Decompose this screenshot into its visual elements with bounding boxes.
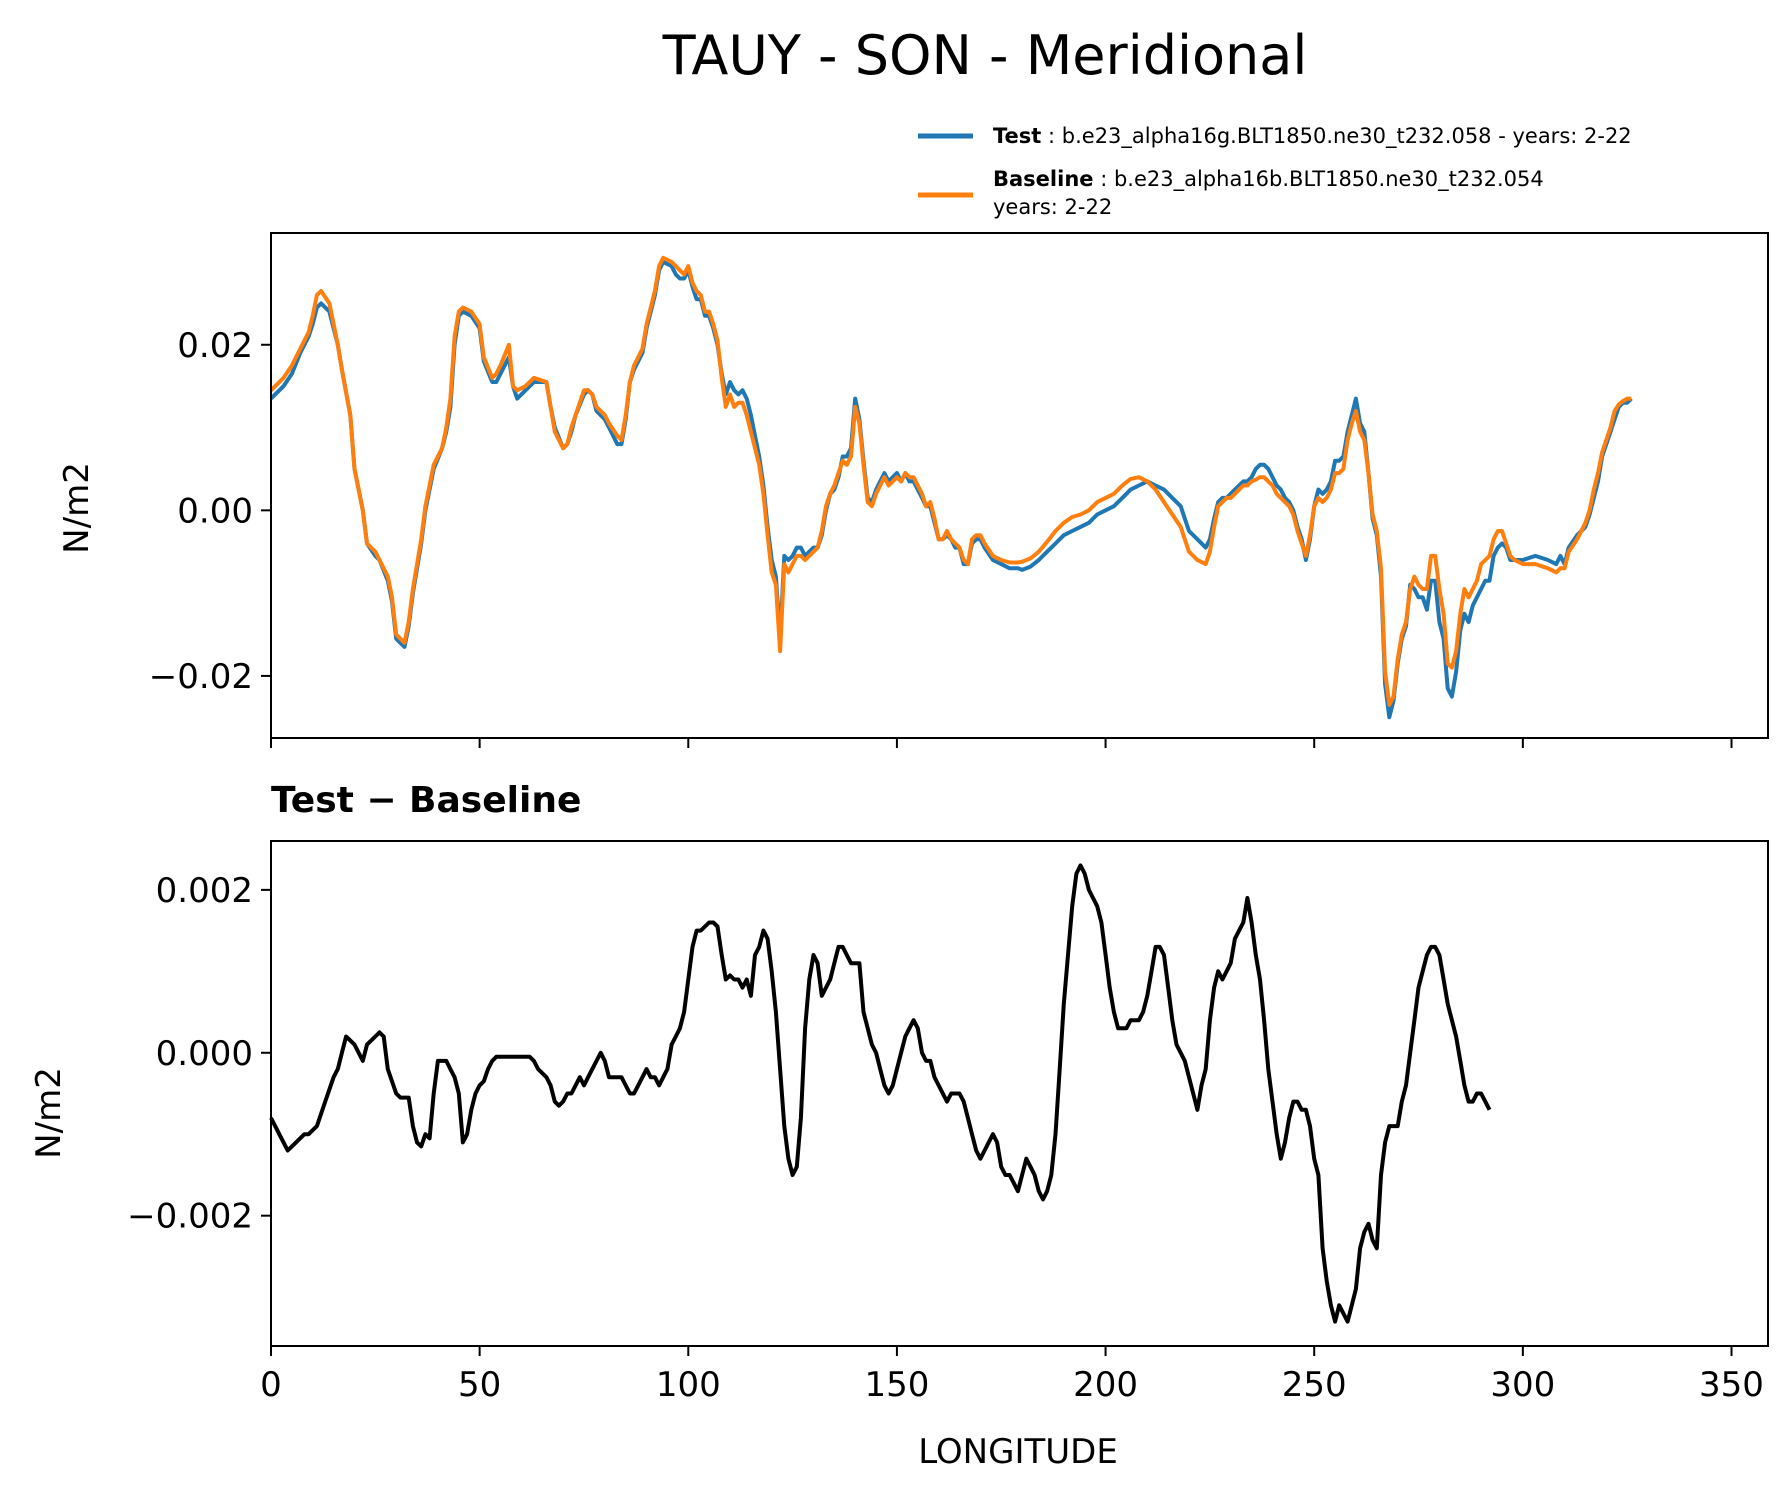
- bottom-xtick-label: 350: [1699, 1365, 1764, 1405]
- bottom-panel: Test − Baseline N/m2 LONGITUDE −0.002 0.0…: [29, 780, 1769, 1472]
- bottom-ylabel: N/m2: [29, 1067, 69, 1159]
- top-ylabel: N/m2: [57, 462, 97, 554]
- top-ytick-label: −0.02: [149, 657, 253, 697]
- bottom-xtick-label: 300: [1490, 1365, 1555, 1405]
- bottom-xtick-label: 250: [1282, 1365, 1347, 1405]
- bottom-xtick-label: 50: [458, 1365, 501, 1405]
- bottom-ytick-label: 0.002: [156, 871, 253, 911]
- bottom-xtick-label: 150: [864, 1365, 929, 1405]
- legend-baseline-text: b.e23_alpha16b.BLT1850.ne30_t232.054: [1114, 167, 1544, 192]
- legend-label-test: Test : b.e23_alpha16g.BLT1850.ne30_t232.…: [993, 124, 1632, 149]
- top-series-line-test: [269, 260, 1633, 720]
- legend-test-bold: Test: [993, 124, 1041, 148]
- legend-label-baseline-line2: years: 2-22: [993, 195, 1112, 219]
- legend-baseline-bold: Baseline: [993, 167, 1094, 191]
- bottom-series-line-difference: [269, 863, 1492, 1324]
- bottom-xtick-label: 200: [1073, 1365, 1138, 1405]
- top-panel: N/m2 −0.02 0.00 0.02: [57, 232, 1769, 748]
- top-axes-frame: [270, 232, 1769, 739]
- legend-test-text: b.e23_alpha16g.BLT1850.ne30_t232.058 - y…: [1062, 124, 1632, 149]
- legend-label-baseline: Baseline : b.e23_alpha16b.BLT1850.ne30_t…: [993, 167, 1544, 192]
- figure-title: TAUY - SON - Meridional: [662, 24, 1308, 87]
- bottom-xlabel: LONGITUDE: [918, 1432, 1118, 1472]
- bottom-ytick-label: −0.002: [127, 1197, 253, 1237]
- bottom-subtitle: Test − Baseline: [271, 780, 581, 821]
- legend: Test : b.e23_alpha16g.BLT1850.ne30_t232.…: [918, 124, 1632, 219]
- top-ytick-label: 0.00: [177, 491, 253, 531]
- bottom-xtick-label: 100: [656, 1365, 721, 1405]
- legend-baseline-sep: :: [1094, 167, 1114, 191]
- bottom-xtick-label: 0: [260, 1365, 282, 1405]
- top-series-line-baseline: [269, 255, 1632, 707]
- top-ytick-label: 0.02: [177, 326, 253, 366]
- legend-test-sep: :: [1041, 124, 1061, 148]
- bottom-ytick-label: 0.000: [156, 1034, 253, 1074]
- bottom-axes-frame: [270, 840, 1769, 1347]
